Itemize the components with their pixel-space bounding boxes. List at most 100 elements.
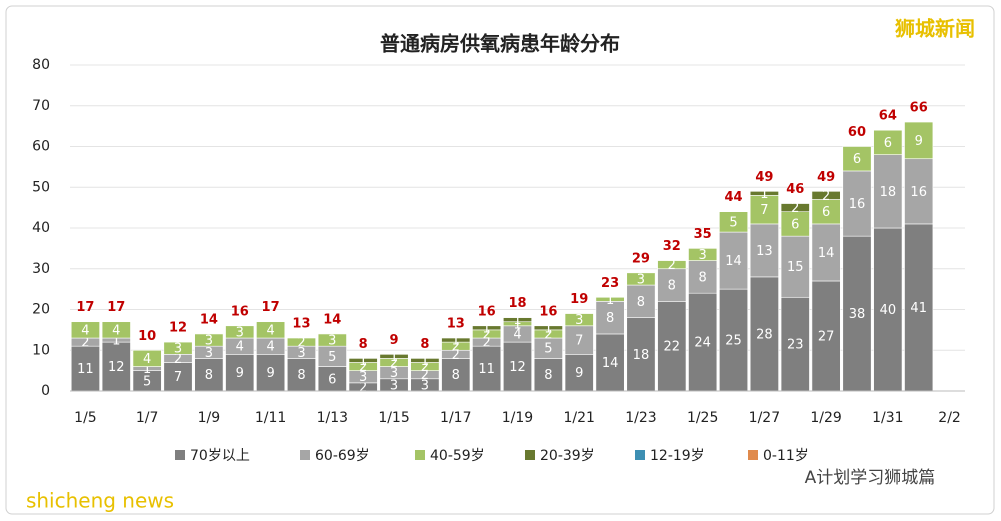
- data-label: 23: [787, 338, 804, 353]
- data-label: 41: [910, 301, 927, 316]
- bar-segment: [657, 268, 687, 302]
- y-tick-label: 30: [32, 261, 50, 277]
- data-label: 18: [633, 348, 650, 363]
- data-label: 1: [390, 350, 398, 365]
- bar-segment: [101, 321, 131, 339]
- data-label: 11: [77, 362, 94, 377]
- x-tick-label: 1/17: [440, 410, 471, 426]
- total-label: 44: [724, 190, 742, 205]
- data-label: 3: [390, 378, 398, 393]
- data-label: 2: [544, 327, 552, 342]
- data-label: 6: [853, 152, 861, 167]
- data-label: 9: [266, 366, 274, 381]
- legend-swatch: [175, 450, 185, 460]
- legend-swatch: [415, 450, 425, 460]
- data-label: 4: [266, 323, 274, 338]
- bar-segment: [688, 292, 718, 392]
- bar-segment: [503, 317, 532, 323]
- data-label: 6: [884, 136, 892, 151]
- data-label: 1: [452, 334, 460, 349]
- bar-segment: [626, 284, 656, 318]
- data-label: 6: [822, 205, 830, 220]
- data-label: 1: [421, 354, 429, 369]
- total-label: 18: [508, 296, 526, 311]
- data-label: 3: [205, 346, 213, 361]
- data-label: 16: [849, 197, 866, 212]
- bar-segment: [441, 337, 471, 343]
- legend-label: 70岁以上: [190, 448, 250, 464]
- x-tick-label: 1/31: [872, 410, 903, 426]
- watermark: shicheng news: [26, 489, 174, 513]
- data-label: 3: [699, 248, 707, 263]
- data-label: 2: [668, 258, 676, 273]
- data-label: 1: [760, 187, 768, 202]
- legend-swatch: [635, 450, 645, 460]
- bar-segment: [842, 170, 872, 237]
- data-label: 4: [266, 340, 274, 355]
- bar-segment: [811, 199, 841, 225]
- x-tick-label: 1/5: [74, 410, 97, 426]
- data-label: 8: [297, 368, 305, 383]
- total-label: 17: [76, 300, 94, 315]
- data-label: 8: [205, 368, 213, 383]
- data-label: 13: [756, 244, 773, 259]
- bar-segment: [225, 354, 255, 392]
- x-tick-label: 1/15: [378, 410, 409, 426]
- data-label: 3: [637, 272, 645, 287]
- data-label: 3: [297, 346, 305, 361]
- data-label: 15: [787, 260, 804, 275]
- data-label: 2: [791, 201, 799, 216]
- data-label: 8: [606, 311, 614, 326]
- bar-segment: [256, 321, 286, 339]
- data-label: 1: [482, 321, 490, 336]
- total-label: 49: [817, 170, 835, 185]
- data-label: 16: [910, 185, 927, 200]
- data-label: 2: [421, 360, 429, 375]
- bar-segment: [657, 301, 687, 392]
- x-tick-label: 1/7: [136, 410, 159, 426]
- total-label: 64: [879, 109, 897, 124]
- x-tick-label: 1/23: [625, 410, 656, 426]
- x-tick-label: 1/11: [255, 410, 286, 426]
- data-label: 3: [390, 366, 398, 381]
- bar-segment: [904, 158, 934, 225]
- x-tick-label: 1/19: [502, 410, 533, 426]
- data-label: 2: [297, 336, 305, 351]
- total-label: 16: [539, 304, 557, 319]
- bar-segment: [503, 341, 532, 392]
- data-label: 2: [174, 352, 182, 367]
- bar-segment: [410, 358, 440, 363]
- x-tick-label: 1/25: [687, 410, 718, 426]
- bar-segment: [904, 223, 934, 392]
- total-label: 13: [447, 317, 465, 332]
- data-label: 9: [915, 134, 923, 149]
- total-label: 17: [107, 300, 125, 315]
- bar-segment: [749, 191, 779, 196]
- bar-segment: [749, 223, 779, 278]
- data-label: 40: [880, 303, 897, 318]
- data-label: 12: [509, 360, 526, 375]
- bar-segment: [873, 227, 903, 392]
- bar-segment: [873, 129, 903, 155]
- x-tick-label: 1/21: [563, 410, 594, 426]
- watermark: 狮城新闻: [895, 17, 975, 41]
- bar-segment: [811, 223, 841, 282]
- total-label: 32: [663, 239, 681, 254]
- data-label: 11: [478, 362, 495, 377]
- data-label: 3: [359, 370, 367, 385]
- data-label: 8: [699, 270, 707, 285]
- watermark: A计划学习狮城篇: [805, 468, 936, 488]
- bar-segment: [873, 154, 903, 229]
- total-label: 8: [359, 337, 368, 352]
- data-label: 3: [421, 378, 429, 393]
- data-label: 1: [606, 293, 614, 308]
- legend-label: 20-39岁: [540, 448, 595, 464]
- bar-segment: [719, 211, 749, 233]
- bar-segment: [842, 235, 872, 392]
- data-label: 3: [575, 313, 583, 328]
- total-label: 49: [755, 170, 773, 185]
- x-tick-label: 1/27: [749, 410, 780, 426]
- legend-label: 12-19岁: [650, 448, 705, 464]
- data-label: 6: [328, 372, 336, 387]
- data-label: 3: [236, 325, 244, 340]
